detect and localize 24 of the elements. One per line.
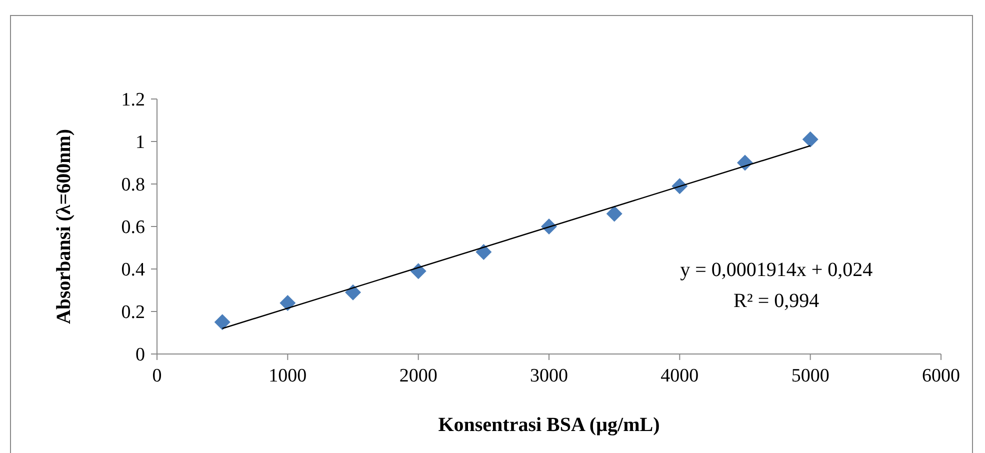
- y-tick-label: 0.2: [121, 302, 145, 324]
- y-tick-label: 0.6: [121, 217, 145, 238]
- y-tick-label: 1.2: [121, 90, 145, 111]
- x-tick-label: 2000: [399, 365, 438, 386]
- y-tick-label: 1: [136, 132, 145, 154]
- point: [802, 131, 818, 148]
- x-tick-label: 1000: [268, 365, 307, 386]
- y-tick-label: 0: [136, 344, 145, 366]
- x-tick-label: 5000: [791, 365, 830, 386]
- point: [606, 206, 622, 222]
- x-tick-label: 4000: [660, 365, 699, 386]
- y-tick-label: 0.8: [121, 174, 145, 196]
- point: [345, 284, 361, 300]
- y-axis-title: Absorbansi (λ=600nm): [53, 128, 76, 324]
- x-tick-label: 3000: [530, 365, 568, 386]
- annotation: R² = 0,994: [732, 289, 820, 314]
- annotation: y = 0,0001914x + 0,024: [679, 258, 874, 283]
- point: [214, 314, 230, 330]
- y-tick-label: 0.4: [121, 260, 146, 281]
- point: [476, 244, 492, 260]
- x-tick-label: 6000: [922, 365, 960, 386]
- point: [280, 295, 296, 311]
- x-tick-label: 0: [152, 365, 162, 386]
- x-axis-title: Konsentrasi BSA (µg/mL): [438, 414, 660, 436]
